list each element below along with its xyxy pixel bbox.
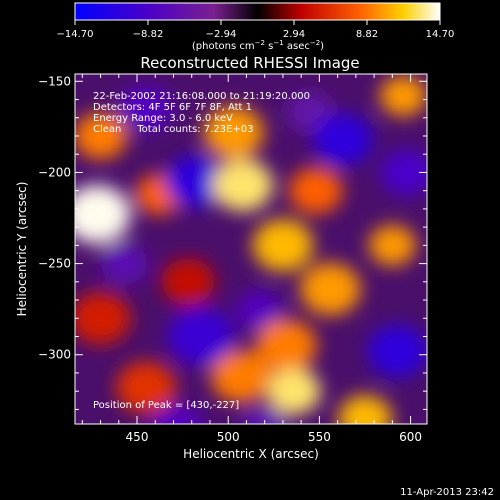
- annotation-line: Detectors: 4F 5F 6F 7F 8F, Att 1: [93, 102, 252, 113]
- emission-source: [252, 219, 314, 272]
- emission-source: [235, 290, 283, 332]
- timestamp: 11-Apr-2013 23:42: [400, 487, 494, 498]
- annotation-line: 22-Feb-2002 21:16:08.000 to 21:19:20.000: [93, 91, 310, 102]
- emission-source: [150, 404, 204, 424]
- colorbar-tick-label: −2.94: [206, 29, 237, 40]
- emission-source: [161, 258, 215, 306]
- y-tick-label: −250: [38, 257, 71, 271]
- colorbar: [74, 2, 441, 21]
- colorbar-unit: (photons cm−2 s−1 asec−2): [192, 39, 324, 52]
- emission-source: [212, 158, 273, 212]
- x-tick-label: 600: [399, 430, 422, 444]
- y-tick-label: −150: [38, 74, 71, 88]
- y-tick-label: −300: [38, 348, 71, 362]
- emission-source: [210, 350, 272, 403]
- plot-frame: [74, 73, 428, 425]
- emission-source: [167, 307, 235, 366]
- y-tick-label: −200: [38, 165, 71, 179]
- emission-source: [165, 155, 226, 208]
- emission-source: [256, 319, 317, 372]
- axis-ticks: 450 500 550 600 −150 −200 −250 −300: [38, 74, 427, 444]
- x-tick-label: 500: [217, 430, 240, 444]
- colorbar-tick-label: −14.70: [56, 29, 93, 40]
- annotation-line: Energy Range: 3.0 - 6.0 keV: [93, 113, 233, 124]
- x-tick-label: 450: [126, 430, 149, 444]
- annotation-block: 22-Feb-2002 21:16:08.000 to 21:19:20.000…: [93, 91, 310, 135]
- emission-source: [75, 185, 131, 244]
- emission-source: [380, 149, 427, 196]
- emission-source: [338, 395, 392, 424]
- emission-source: [241, 407, 288, 424]
- peak-position-label: Position of Peak = [430,-227]: [93, 400, 239, 411]
- x-axis-label: Heliocentric X (arcsec): [183, 447, 319, 461]
- emission-source: [300, 262, 361, 316]
- colorbar-tick-label: −8.82: [133, 29, 164, 40]
- chart-title: Reconstructed RHESSI Image: [140, 54, 359, 72]
- emission-source: [75, 292, 131, 345]
- emission-source: [203, 106, 264, 159]
- emission-source: [100, 243, 148, 285]
- emission-source: [368, 224, 416, 266]
- heatmap-layer: [75, 75, 427, 424]
- emission-source: [379, 75, 427, 117]
- emission-source: [119, 85, 173, 132]
- emission-source: [312, 113, 374, 166]
- y-axis-label: Heliocentric Y (arcsec): [15, 182, 29, 317]
- colorbar-ticks: −14.70 −8.82 −2.94 2.94 8.82 14.70: [56, 20, 454, 40]
- annotation-line: Clean Total counts: 7.23E+03: [93, 124, 253, 135]
- emission-source: [267, 367, 321, 415]
- colorbar-tick-label: 14.70: [426, 29, 455, 40]
- emission-source: [75, 112, 128, 160]
- emission-source: [367, 324, 427, 378]
- x-tick-label: 550: [308, 430, 331, 444]
- colorbar-tick-label: 8.82: [356, 29, 378, 40]
- colorbar-tick-label: 2.94: [283, 29, 305, 40]
- emission-source: [115, 361, 177, 414]
- emission-source: [288, 167, 343, 215]
